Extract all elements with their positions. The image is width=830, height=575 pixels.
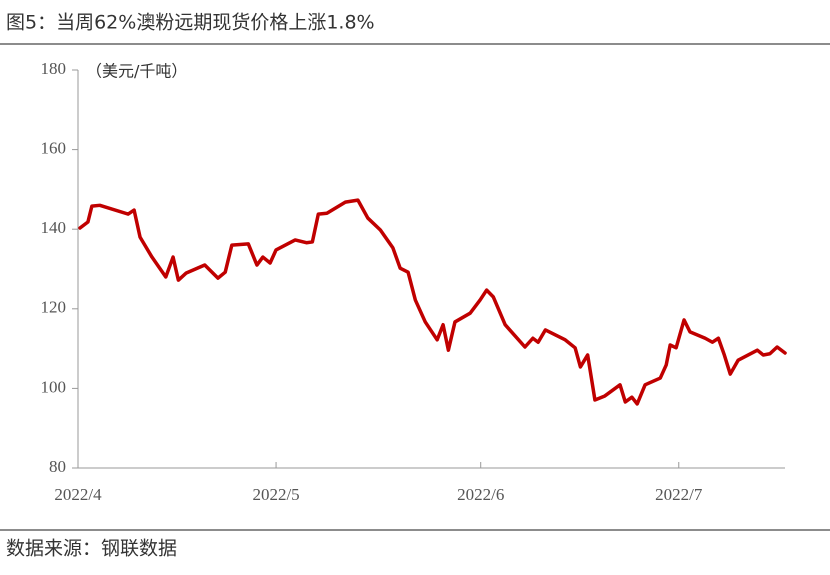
x-tick-label: 2022/4 — [54, 485, 102, 504]
x-tick-label: 2022/5 — [252, 485, 299, 504]
x-tick-label: 2022/7 — [655, 485, 703, 504]
y-axis-label: （美元/千吨） — [86, 62, 187, 81]
x-tick-label: 2022/6 — [457, 485, 504, 504]
chart-title: 图5：当周62%澳粉远期现货价格上涨1.8% — [6, 12, 375, 34]
y-tick-label: 160 — [41, 139, 67, 158]
price-line — [78, 198, 787, 406]
source: 数据来源：钢联数据 — [6, 538, 177, 560]
y-tick-label: 120 — [41, 298, 67, 317]
y-tick-label: 140 — [41, 218, 67, 237]
y-tick-label: 180 — [41, 59, 67, 78]
y-tick-label: 100 — [41, 377, 67, 396]
y-tick-label: 80 — [49, 457, 66, 476]
